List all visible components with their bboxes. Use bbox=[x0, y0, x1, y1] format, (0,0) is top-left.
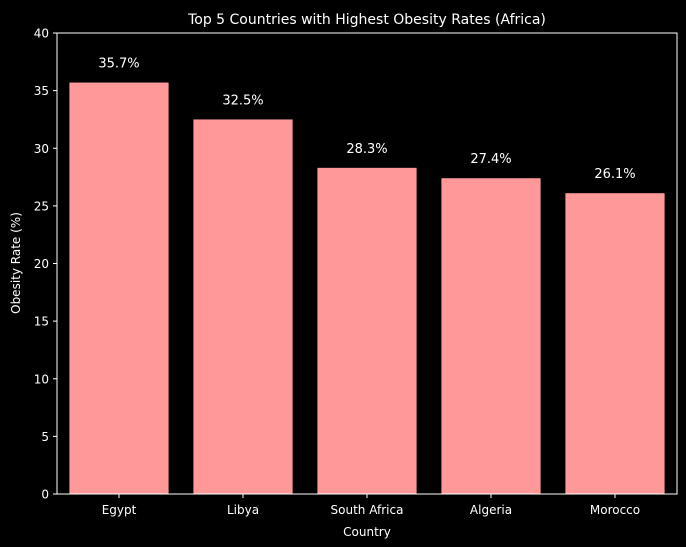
x-tick-label-south-africa: South Africa bbox=[331, 503, 404, 517]
bars-group bbox=[69, 82, 665, 495]
plot-frame bbox=[56, 32, 678, 495]
y-tick-label: 15 bbox=[34, 315, 49, 329]
bar-south-africa bbox=[317, 167, 417, 494]
y-tick-label: 5 bbox=[41, 430, 49, 444]
y-tick-label: 10 bbox=[34, 372, 49, 386]
x-tick-label-algeria: Algeria bbox=[470, 503, 512, 517]
y-tick-label: 0 bbox=[41, 488, 49, 502]
value-label-egypt: 35.7% bbox=[98, 57, 139, 72]
x-tick-label-egypt: Egypt bbox=[102, 503, 137, 517]
bar-libya bbox=[193, 119, 293, 494]
y-tick-label: 30 bbox=[34, 142, 49, 156]
y-axis-label: Obesity Rate (%) bbox=[9, 212, 23, 314]
bar-algeria bbox=[441, 178, 541, 494]
value-labels-group: 35.7% 32.5% 28.3% 27.4% 26.1% bbox=[98, 57, 635, 183]
chart-title: Top 5 Countries with Highest Obesity Rat… bbox=[187, 12, 546, 28]
axes-group: Egypt Libya South Africa Algeria Morocco 0 5 10… bbox=[34, 27, 678, 517]
y-tick-label: 25 bbox=[34, 199, 49, 213]
y-tick-label: 35 bbox=[34, 84, 49, 98]
value-label-morocco: 26.1% bbox=[594, 167, 635, 182]
bar-morocco bbox=[565, 193, 665, 494]
value-label-libya: 32.5% bbox=[222, 93, 263, 108]
x-tick-label-morocco: Morocco bbox=[590, 503, 640, 517]
bar-egypt bbox=[69, 82, 169, 495]
value-label-south-africa: 28.3% bbox=[346, 142, 387, 157]
x-tick-label-libya: Libya bbox=[227, 503, 259, 517]
value-label-algeria: 27.4% bbox=[470, 152, 511, 167]
y-tick-label: 40 bbox=[34, 27, 49, 41]
x-axis-label: Country bbox=[343, 525, 391, 539]
y-tick-label: 20 bbox=[34, 257, 49, 271]
